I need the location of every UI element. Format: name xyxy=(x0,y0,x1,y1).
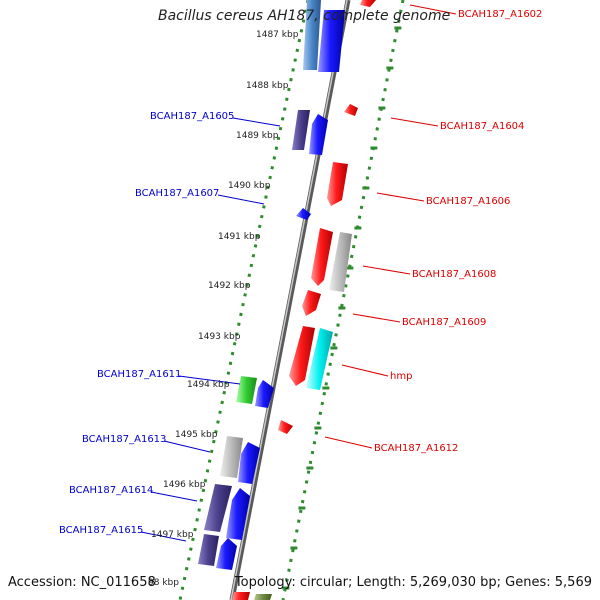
ruler-label: 1493 kbp xyxy=(198,332,241,342)
gene-label-plus: BCAH187_A1604 xyxy=(440,121,524,132)
gene-label-minus: BCAH187_A1607 xyxy=(135,188,219,199)
gene-label-plus: BCAH187_A1606 xyxy=(426,196,510,207)
ruler-label: 1488 kbp xyxy=(246,81,289,91)
gene-label-minus: BCAH187_A1614 xyxy=(69,485,153,496)
gene-feature xyxy=(306,328,333,390)
gene-feature xyxy=(327,162,348,206)
ruler-label: 98 kbp xyxy=(148,578,179,588)
gene-feature xyxy=(238,442,260,484)
leader-line xyxy=(150,491,198,502)
gene-feature xyxy=(216,538,237,570)
gene-feature xyxy=(309,114,328,155)
ruler-label: 1487 kbp xyxy=(256,30,299,40)
leader-line xyxy=(409,4,457,15)
gene-feature xyxy=(360,0,376,7)
gene-label-plus: BCAH187_A1609 xyxy=(402,317,486,328)
gene-label-plus: BCAH187_A1612 xyxy=(374,443,458,454)
gene-label-plus: BCAH187_A1602 xyxy=(458,9,542,20)
outer-tick-row xyxy=(281,0,405,600)
backbone-line xyxy=(229,0,351,600)
leader-line xyxy=(140,531,187,542)
leader-line xyxy=(341,364,389,377)
gene-label-minus: BCAH187_A1605 xyxy=(150,111,234,122)
ruler-label: 1496 kbp xyxy=(163,480,206,490)
gene-feature xyxy=(254,594,272,600)
gene-feature xyxy=(255,380,274,408)
gene-feature xyxy=(204,484,232,532)
ruler-tick-row xyxy=(178,0,310,600)
gene-feature xyxy=(278,420,293,434)
accession-text: Accession: NC_011658 xyxy=(8,575,156,590)
gene-label-minus: BCAH187_A1613 xyxy=(82,434,166,445)
leader-line xyxy=(362,265,411,275)
gene-label-plus: hmp xyxy=(390,371,412,382)
ruler-label: 1494 kbp xyxy=(187,380,230,390)
gene-feature xyxy=(220,436,243,478)
ruler-label: 1491 kbp xyxy=(218,232,261,242)
gene-feature xyxy=(329,232,352,292)
gene-feature xyxy=(311,228,333,286)
ruler-label: 1490 kbp xyxy=(228,181,271,191)
gene-feature xyxy=(226,488,250,540)
gene-feature xyxy=(289,326,315,386)
gene-feature xyxy=(318,10,345,72)
ruler-label: 1492 kbp xyxy=(208,281,251,291)
ruler-label: 1495 kbp xyxy=(175,430,218,440)
gene-feature xyxy=(296,208,311,220)
ruler-label: 1497 kbp xyxy=(151,530,194,540)
leader-line xyxy=(324,436,373,449)
gene-feature xyxy=(303,0,321,70)
leader-line xyxy=(352,313,401,323)
gene-feature xyxy=(344,104,358,116)
gene-feature xyxy=(292,110,310,150)
gene-label-minus: BCAH187_A1611 xyxy=(97,369,181,380)
backbone-highlight xyxy=(230,0,348,600)
gene-feature xyxy=(236,376,257,404)
gene-label-plus: BCAH187_A1608 xyxy=(412,269,496,280)
leader-line xyxy=(163,440,211,453)
gene-feature xyxy=(198,534,219,566)
genome-title: Bacillus cereus AH187, complete genome xyxy=(158,8,451,24)
gene-feature xyxy=(232,592,250,600)
topology-summary: Topology: circular; Length: 5,269,030 bp… xyxy=(234,575,592,590)
gene-feature xyxy=(302,290,321,316)
leader-line xyxy=(178,375,241,385)
leader-line xyxy=(217,194,265,205)
gene-label-minus: BCAH187_A1615 xyxy=(59,525,143,536)
leader-line xyxy=(390,117,439,127)
leader-line xyxy=(376,192,425,202)
ruler-label: 1489 kbp xyxy=(236,131,279,141)
leader-line xyxy=(232,117,281,127)
